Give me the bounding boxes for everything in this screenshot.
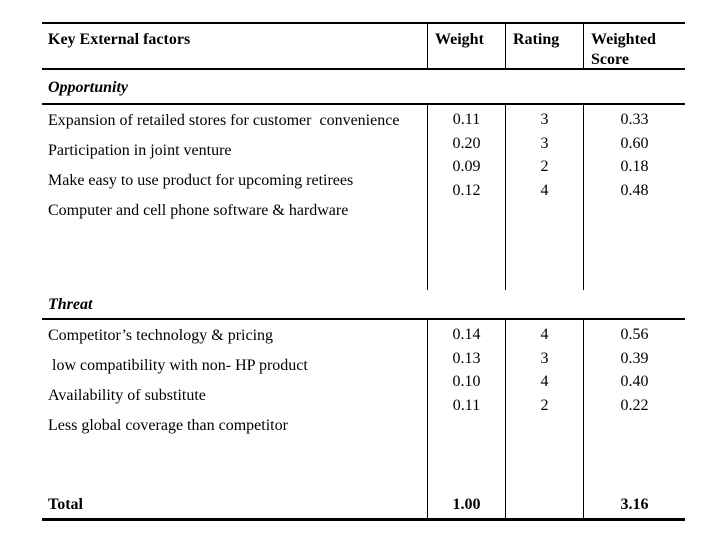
- factor-item: low compatibility with non- HP product: [48, 357, 308, 374]
- weighted-score-value: 0.39: [620, 349, 649, 367]
- total-label: Total: [48, 496, 83, 513]
- factor-item: Availability of substitute: [48, 387, 206, 404]
- header-weighted-score: Weighted Score: [583, 24, 685, 68]
- weight-value: 0.09: [452, 158, 481, 175]
- rating-value: 3: [540, 134, 549, 152]
- opportunity-section-label: Opportunity: [42, 70, 685, 105]
- header-weight: Weight: [427, 24, 505, 68]
- rating-value: 4: [540, 181, 549, 199]
- factor-item: Make easy to use product for upcoming re…: [48, 172, 354, 189]
- rating-value: 3: [540, 111, 549, 128]
- weight-value: 0.10: [452, 373, 481, 390]
- total-weighted-score-value: 3.16: [583, 494, 685, 518]
- factor-item: Competitor’s technology & pricing: [48, 327, 274, 344]
- opportunity-ratings-cell: 3 3 2 4: [505, 105, 583, 290]
- opportunity-factors-cell: Expansion of retailed stores for custome…: [42, 105, 427, 290]
- factor-item: Participation in joint venture: [48, 142, 232, 159]
- threat-weights-cell: 0.14 0.13 0.10 0.11: [427, 320, 505, 494]
- weighted-score-value: 0.18: [620, 158, 649, 175]
- threat-factors-cell: Competitor’s technology & pricing low co…: [42, 320, 427, 494]
- factor-item: Expansion of retailed stores for custome…: [48, 112, 400, 129]
- rating-value: 4: [540, 373, 549, 390]
- rating-value: 4: [540, 326, 549, 343]
- opportunity-data-row: Expansion of retailed stores for custome…: [42, 105, 685, 290]
- factor-item: Computer and cell phone software & hardw…: [48, 202, 349, 219]
- header-rating: Rating: [505, 24, 583, 68]
- rating-value: 2: [540, 396, 549, 414]
- weight-value: 0.12: [452, 181, 481, 199]
- threat-ratings-cell: 4 3 4 2: [505, 320, 583, 494]
- weight-value: 0.14: [452, 326, 481, 343]
- opportunity-weights-cell: 0.11 0.20 0.09 0.12: [427, 105, 505, 290]
- efe-matrix-table: Key External factors Weight Rating Weigh…: [42, 22, 685, 521]
- weight-value: 0.20: [452, 134, 481, 152]
- table-header-row: Key External factors Weight Rating Weigh…: [42, 22, 685, 70]
- threat-section-label: Threat: [42, 290, 685, 320]
- total-weight-value: 1.00: [427, 494, 505, 518]
- weighted-score-value: 0.48: [620, 181, 649, 199]
- threat-scores-cell: 0.56 0.39 0.40 0.22: [583, 320, 685, 494]
- weighted-score-value: 0.60: [620, 134, 649, 152]
- factor-item: Less global coverage than competitor: [48, 417, 288, 434]
- weighted-score-value: 0.33: [620, 111, 649, 128]
- weight-value: 0.11: [452, 396, 481, 414]
- weighted-score-value: 0.56: [620, 326, 649, 343]
- total-row: Total 1.00 3.16: [42, 494, 685, 521]
- weight-value: 0.13: [452, 349, 481, 367]
- rating-value: 3: [540, 349, 549, 367]
- rating-value: 2: [540, 158, 549, 175]
- weighted-score-value: 0.22: [620, 396, 649, 414]
- weighted-score-value: 0.40: [620, 373, 649, 390]
- header-key-external-factors: Key External factors: [48, 31, 191, 48]
- threat-data-row: Competitor’s technology & pricing low co…: [42, 320, 685, 494]
- opportunity-scores-cell: 0.33 0.60 0.18 0.48: [583, 105, 685, 290]
- total-rating-cell: [505, 494, 583, 518]
- weight-value: 0.11: [452, 111, 481, 128]
